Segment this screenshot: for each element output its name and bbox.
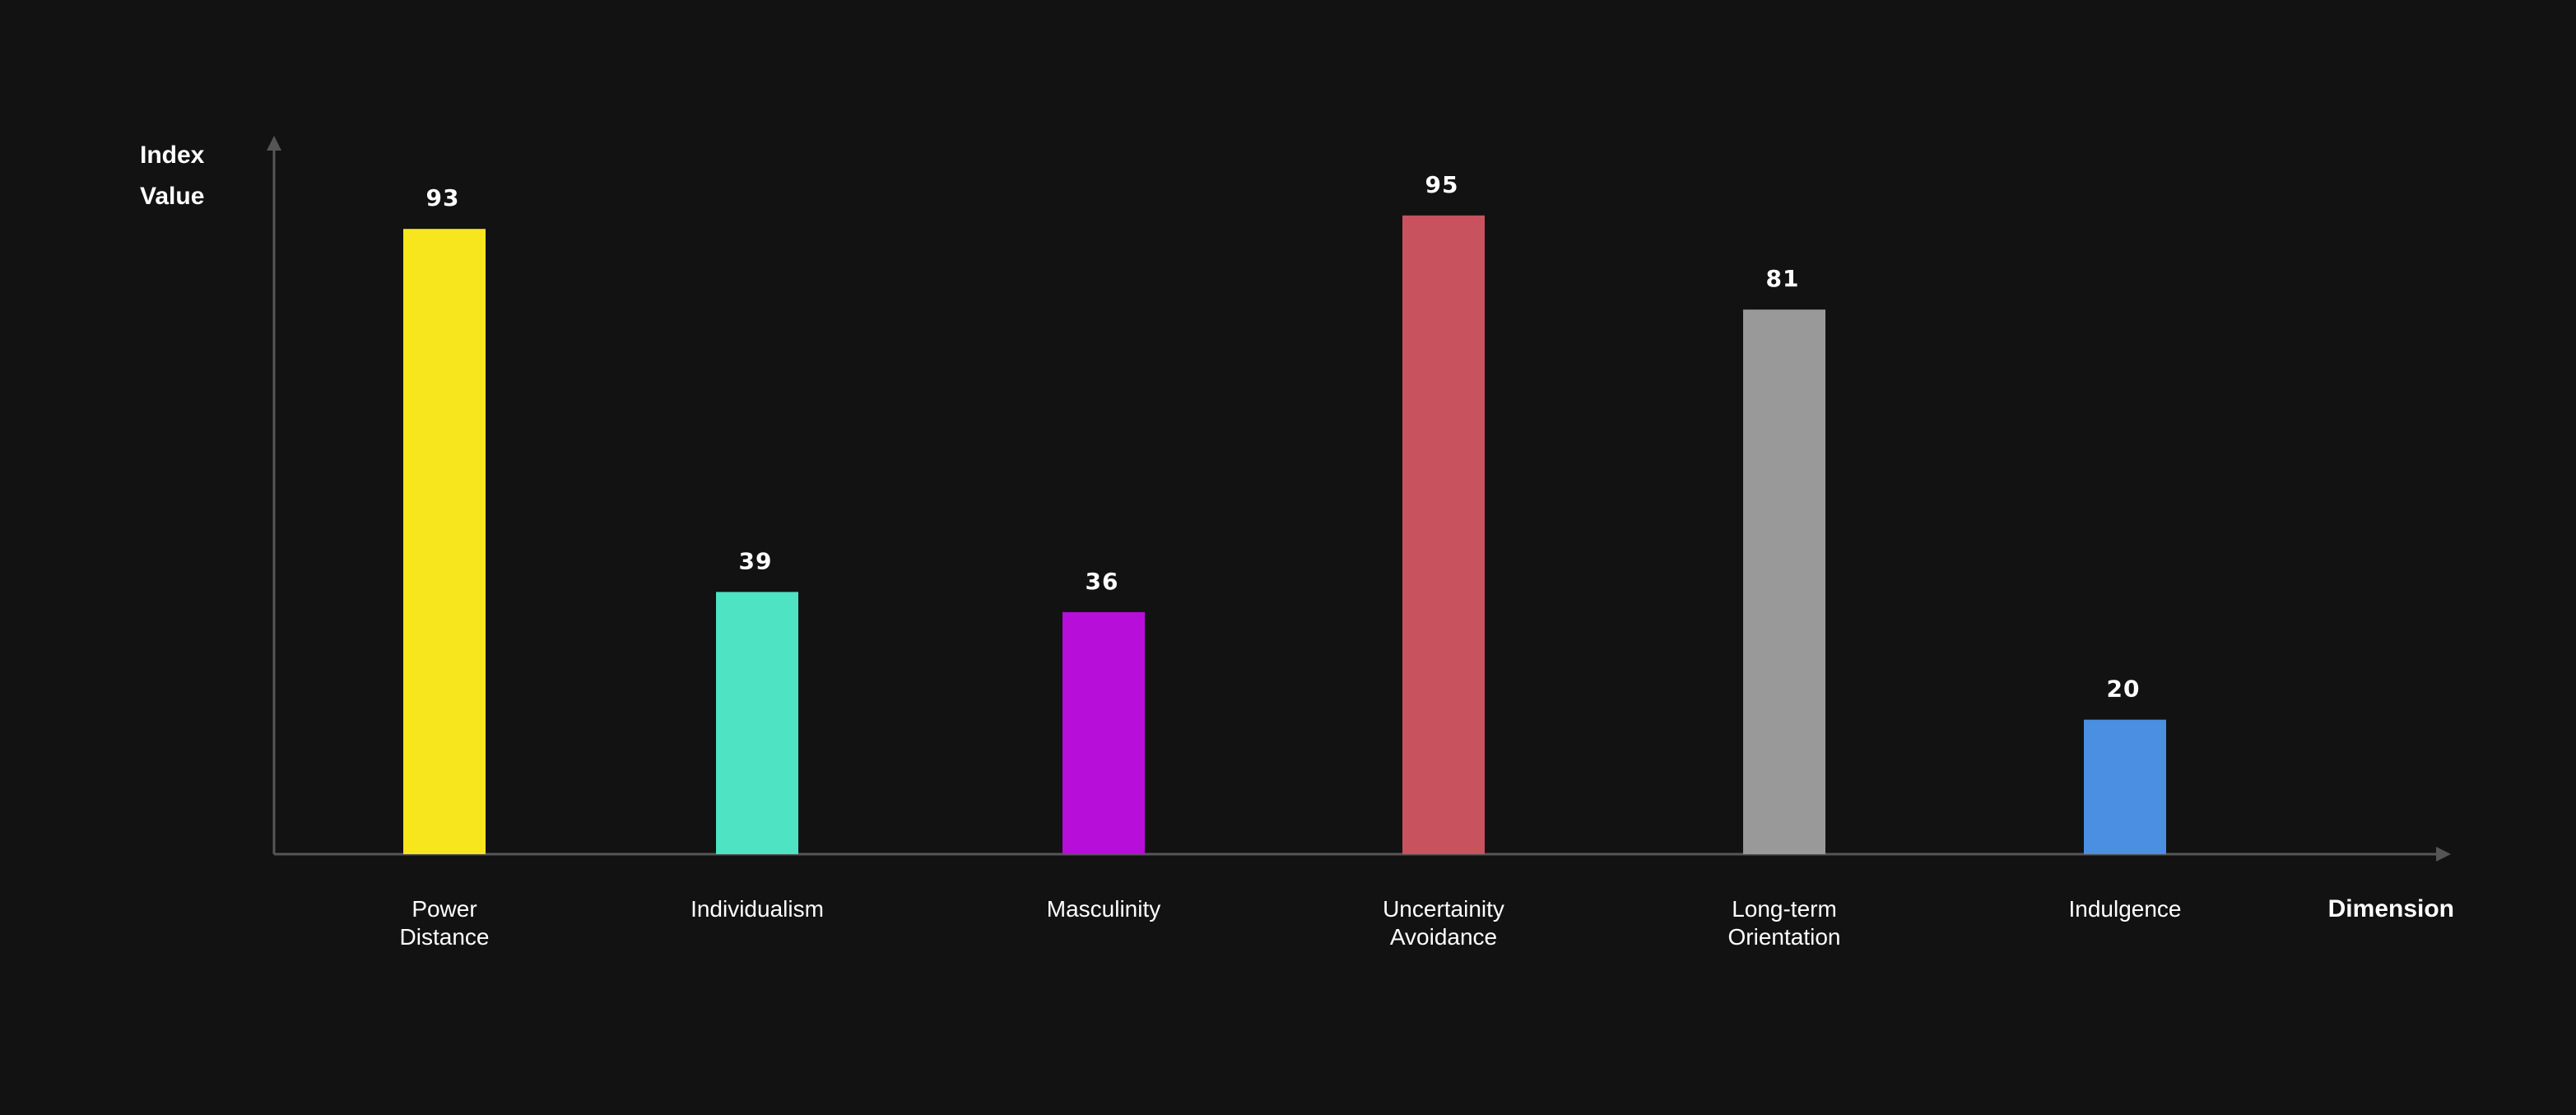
value-label-3: 95 <box>1425 171 1459 198</box>
category-label-0-line-1: Distance <box>400 924 490 950</box>
y-axis-title-line-2: Value <box>140 183 204 210</box>
bar-5 <box>2084 719 2166 854</box>
value-label-4: 81 <box>1766 265 1800 292</box>
y-axis-title: Index Value <box>140 142 205 210</box>
x-axis-title: Dimension <box>2328 895 2454 922</box>
category-label-1-line-0: Individualism <box>690 896 824 922</box>
value-labels-group: 93 39 36 95 81 20 <box>426 171 2141 703</box>
x-axis-arrow-icon <box>2436 847 2451 862</box>
bar-1 <box>716 592 798 854</box>
category-label-0-line-0: Power <box>412 896 477 922</box>
bar-4 <box>1743 309 1825 855</box>
bars-group <box>403 215 2166 855</box>
bar-2 <box>1062 611 1145 854</box>
value-label-1: 39 <box>739 547 773 574</box>
bar-3 <box>1402 215 1485 855</box>
value-label-5: 20 <box>2107 676 2141 703</box>
y-axis-title-line-1: Index <box>140 142 205 169</box>
category-label-3-line-1: Avoidance <box>1390 924 1497 950</box>
category-label-4-line-1: Orientation <box>1728 924 1841 950</box>
value-label-0: 93 <box>426 184 460 211</box>
category-label-5-line-0: Indulgence <box>2068 896 2181 922</box>
y-axis-arrow-icon <box>267 136 281 151</box>
bar-0 <box>403 229 486 854</box>
value-label-2: 36 <box>1086 568 1119 595</box>
category-label-2-line-0: Masculinity <box>1047 896 1160 922</box>
category-label-3-line-0: Uncertainity <box>1383 896 1504 922</box>
category-label-4-line-0: Long-term <box>1732 896 1837 922</box>
